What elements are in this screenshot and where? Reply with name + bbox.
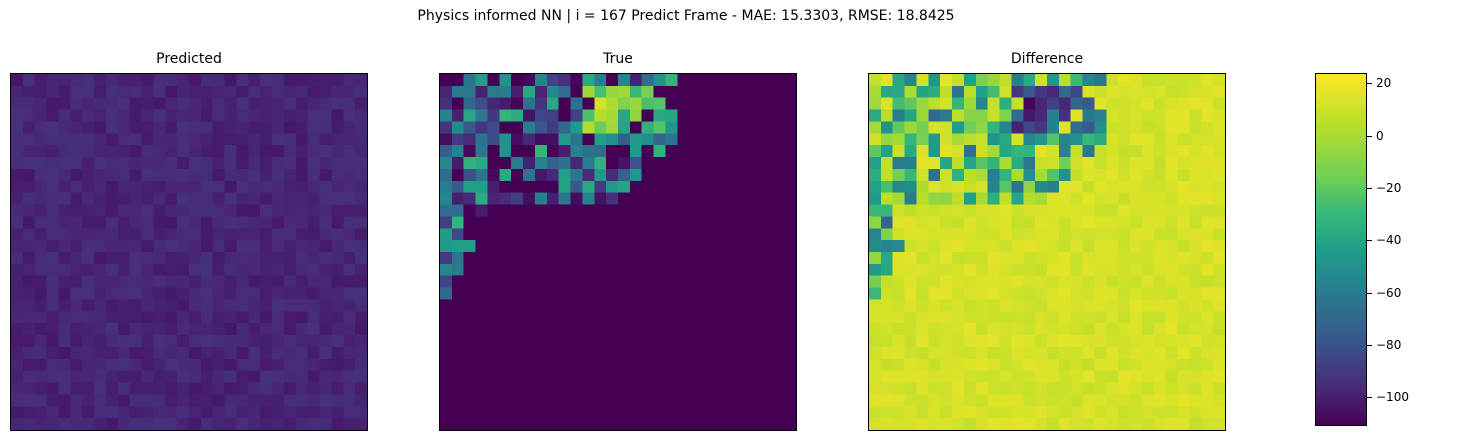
- figure-title: Physics informed NN | i = 167 Predict Fr…: [417, 8, 955, 24]
- true-heatmap: [439, 73, 797, 431]
- colorbar-tick-label: −80: [1376, 337, 1402, 352]
- colorbar-tick-label: −40: [1376, 233, 1402, 248]
- panel-title-predicted: Predicted: [156, 51, 222, 67]
- colorbar-tick-mark: [1367, 83, 1372, 85]
- colorbar-tick-label: −100: [1376, 390, 1409, 405]
- predicted-heatmap-cells: [11, 74, 367, 430]
- panel-title-difference: Difference: [1010, 51, 1084, 67]
- panel-title-true: True: [603, 51, 633, 67]
- colorbar-tick-mark: [1367, 397, 1372, 399]
- difference-heatmap: [868, 73, 1226, 431]
- colorbar-tick-label: −60: [1376, 285, 1402, 300]
- colorbar-tick-mark: [1367, 292, 1372, 294]
- difference-heatmap-cells: [869, 74, 1225, 430]
- colorbar-tick-label: −20: [1376, 181, 1402, 196]
- predicted-heatmap: [10, 73, 368, 431]
- colorbar-tick-mark: [1367, 135, 1372, 137]
- colorbar-tick-label: 20: [1376, 76, 1392, 91]
- colorbar: [1315, 73, 1367, 426]
- colorbar-tick-mark: [1367, 240, 1372, 242]
- true-heatmap-cells: [440, 74, 796, 430]
- colorbar-tick-mark: [1367, 188, 1372, 190]
- colorbar-tick-label: 0: [1376, 128, 1384, 143]
- colorbar-tick-mark: [1367, 344, 1372, 346]
